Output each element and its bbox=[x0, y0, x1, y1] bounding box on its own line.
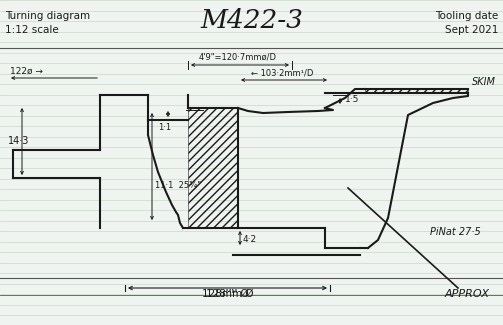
Text: APPROX: APPROX bbox=[445, 289, 490, 299]
Text: 128mm Ø: 128mm Ø bbox=[202, 289, 254, 299]
Text: PiNat 27·5: PiNat 27·5 bbox=[430, 227, 481, 237]
Text: 4'9"=120·7mmø/D: 4'9"=120·7mmø/D bbox=[199, 53, 277, 62]
Text: SKIM: SKIM bbox=[472, 77, 496, 87]
Text: M422-3: M422-3 bbox=[201, 7, 303, 33]
Text: Turning diagram: Turning diagram bbox=[5, 11, 90, 21]
Text: Sept 2021: Sept 2021 bbox=[445, 25, 498, 35]
Text: 11·1  25¾": 11·1 25¾" bbox=[155, 180, 201, 189]
Text: 14·3: 14·3 bbox=[8, 136, 29, 147]
Text: 128ᴹᴹ Ø: 128ᴹᴹ Ø bbox=[206, 289, 249, 299]
Text: 1·5: 1·5 bbox=[345, 96, 359, 105]
Text: 1·1: 1·1 bbox=[158, 123, 172, 132]
Text: 4·2: 4·2 bbox=[243, 236, 257, 244]
Text: 122ø →: 122ø → bbox=[10, 67, 43, 76]
Text: ← 103·2mm¹/D: ← 103·2mm¹/D bbox=[251, 68, 313, 77]
Text: Tooling date: Tooling date bbox=[435, 11, 498, 21]
Text: 1:12 scale: 1:12 scale bbox=[5, 25, 59, 35]
